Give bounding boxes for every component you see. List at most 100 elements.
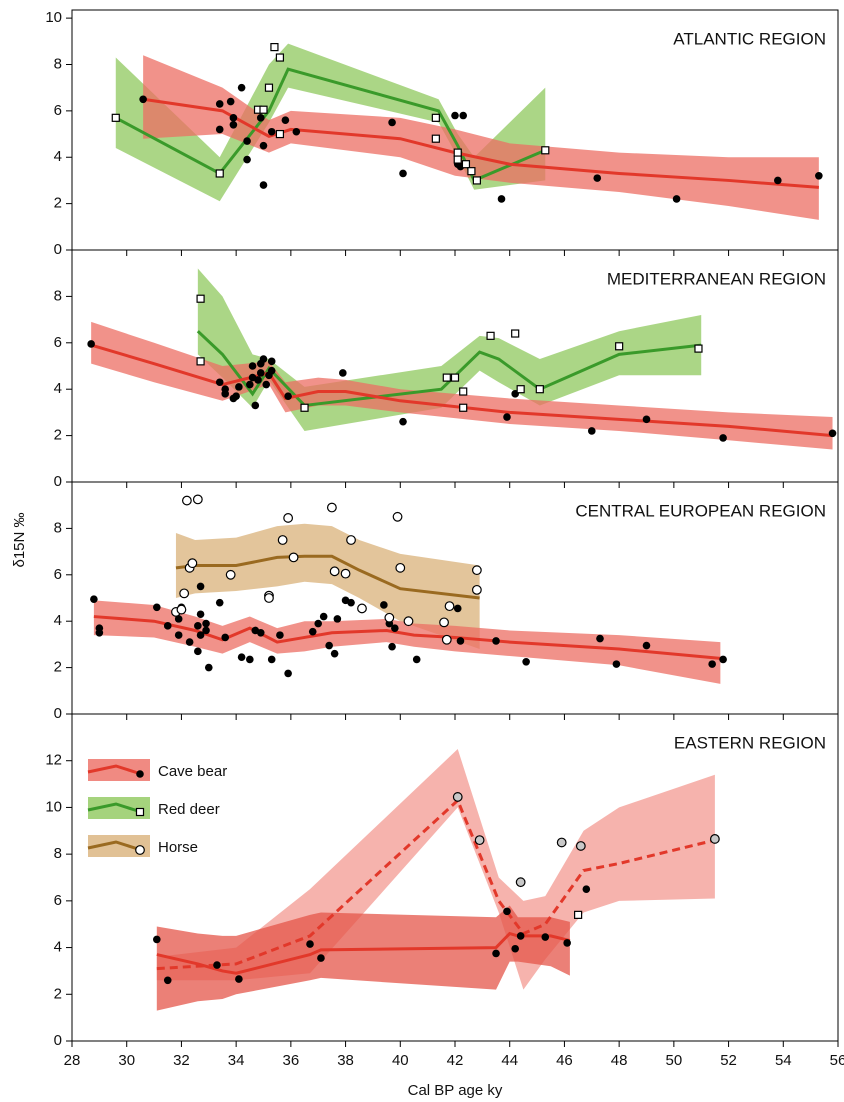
cave-bear-point <box>256 629 265 637</box>
horse-point <box>384 612 395 623</box>
cave-bear-point <box>87 340 95 348</box>
mean-line <box>90 343 833 438</box>
cave-bear-point <box>459 111 468 120</box>
x-tick-label: 38 <box>337 1052 354 1069</box>
legend-marker <box>135 807 145 817</box>
cave-bear-point <box>194 647 202 656</box>
cave-bear-point <box>314 619 323 628</box>
y-tick-label: 2 <box>54 659 62 676</box>
cave-bear-point <box>276 631 284 639</box>
cave-bear-point <box>267 357 276 366</box>
horse-point <box>441 634 452 645</box>
cave-bear-point <box>319 612 328 621</box>
x-tick-label: 40 <box>392 1052 409 1069</box>
cave-bear-point <box>259 355 268 363</box>
cave-bear-point <box>232 392 240 400</box>
cave-bear-point <box>708 660 716 668</box>
cave-bear-point <box>221 633 229 642</box>
cave-bear-point <box>153 603 161 612</box>
cave-bear-point <box>587 427 596 435</box>
cave-bear-point <box>516 932 525 940</box>
cave-bear-point <box>828 429 837 438</box>
cave-bear-point <box>153 935 161 944</box>
legend-band <box>88 759 150 781</box>
red-deer-point <box>459 387 468 396</box>
horse-point <box>181 495 192 506</box>
horse-point <box>179 588 190 599</box>
y-axis-label: δ15N ‰ <box>11 512 28 567</box>
horse-point <box>192 494 203 505</box>
horse-point <box>283 513 294 523</box>
cave-bear-point <box>292 127 301 136</box>
confidence-band <box>115 43 546 202</box>
red-deer-point <box>259 105 268 114</box>
cave-bear-point <box>215 378 224 387</box>
mean-line <box>156 797 716 971</box>
horse-point <box>403 616 414 627</box>
cave-bear-point <box>774 176 782 185</box>
grey-point <box>709 834 720 844</box>
red-deer-point <box>615 342 624 351</box>
horse-point <box>264 593 274 603</box>
legend-label: Horse <box>158 839 198 856</box>
cave-bear-point <box>388 118 396 127</box>
y-tick-label: 8 <box>54 845 62 862</box>
horse-point <box>439 617 449 628</box>
cave-bear-point <box>391 624 399 632</box>
horse-point <box>395 562 406 573</box>
red-deer-point <box>275 53 285 62</box>
cave-bear-point <box>267 655 276 664</box>
cave-bear-point <box>593 174 602 182</box>
grey-point <box>575 841 586 851</box>
cave-bear-point <box>284 669 292 678</box>
cave-bear-point <box>215 100 224 108</box>
horse-point <box>340 568 351 579</box>
cave-bear-point <box>672 195 681 203</box>
cave-bear-point <box>612 660 621 668</box>
panel: CENTRAL EUROPEAN REGION 0 2 4 6 8 <box>54 481 839 722</box>
cave-bear-point <box>235 975 243 983</box>
cave-bear-point <box>243 155 251 164</box>
mean-line <box>175 554 480 600</box>
red-deer-point <box>511 329 520 338</box>
cave-bear-point <box>256 114 265 122</box>
y-tick-label: 6 <box>54 334 62 351</box>
grey-point <box>556 837 567 848</box>
x-tick-label: 34 <box>228 1052 245 1069</box>
cave-bear-point <box>284 392 292 400</box>
cave-bear-point <box>330 649 339 658</box>
y-tick-label: 0 <box>54 241 62 258</box>
cave-bear-point <box>541 933 550 941</box>
cave-bear-point <box>399 417 407 426</box>
red-deer-point <box>467 167 476 176</box>
cave-bear-point <box>95 629 104 637</box>
cave-bear-point <box>215 125 224 134</box>
cave-bear-point <box>492 949 500 958</box>
mean-line <box>142 97 819 189</box>
panel: MEDITERRANEAN REGION 0 2 4 6 8 <box>54 249 839 490</box>
legend-line <box>87 764 139 775</box>
red-deer-point <box>461 160 471 169</box>
x-tick-label: 50 <box>666 1052 683 1069</box>
cave-bear-point <box>243 137 251 145</box>
cave-bear-point <box>503 413 511 421</box>
cave-bear-point <box>202 619 210 628</box>
y-tick-label: 10 <box>45 798 62 815</box>
horse-point <box>187 558 198 569</box>
cave-bear-point <box>185 638 194 646</box>
legend-marker <box>135 845 145 855</box>
cave-bear-point <box>196 582 205 591</box>
legend-line <box>87 802 139 813</box>
red-deer-point <box>215 169 224 178</box>
cave-bear-point <box>325 641 333 650</box>
horse-point <box>326 502 337 513</box>
horse-point <box>392 511 403 522</box>
red-deer-point <box>275 129 285 139</box>
horse-point <box>346 535 356 545</box>
horse-point <box>357 603 367 614</box>
grey-point <box>452 792 463 802</box>
cave-bear-point <box>90 595 98 603</box>
confidence-band <box>156 905 570 1011</box>
cave-bear-point <box>196 631 205 639</box>
